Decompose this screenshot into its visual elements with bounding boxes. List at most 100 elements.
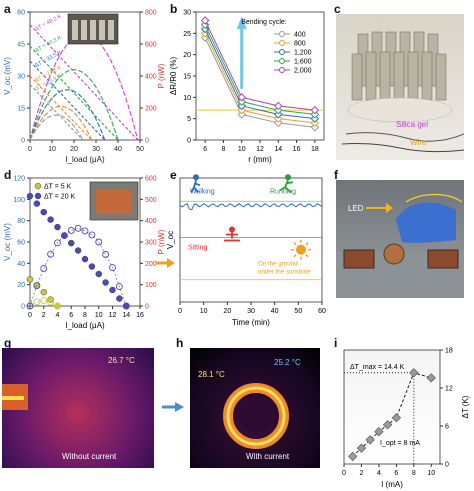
legend-swatch-marker xyxy=(279,58,285,64)
y-left-tick-label: 120 xyxy=(13,176,25,183)
data-point xyxy=(237,93,246,102)
inset-device-leg xyxy=(72,20,78,40)
data-point xyxy=(426,373,436,383)
inset-device-leg xyxy=(108,20,114,40)
y-right-tick-label: 500 xyxy=(145,197,157,204)
y-axis-label: ΔR/R0 (%) xyxy=(169,57,178,96)
x-tick-label: 6 xyxy=(69,312,73,319)
data-point xyxy=(382,420,393,430)
power-line-1 xyxy=(29,228,127,307)
wire-label: Wire xyxy=(410,138,427,147)
panel-label-c: c xyxy=(334,2,341,16)
y-left-axis-label: V_oc (mV) xyxy=(3,57,12,95)
x-tick-label: 0 xyxy=(342,470,346,477)
chart-i: 0 2 4 6 8 10 0 6 12 18 I (mA) ΔT (K) ΔT_max = 14.4 K… xyxy=(342,348,470,490)
y-left-tick-label: 40 xyxy=(17,261,25,268)
x-tick-label: 18 xyxy=(311,146,319,153)
panel-label-a: a xyxy=(4,2,11,16)
y-right-tick-label: 600 xyxy=(145,176,157,183)
x-tick-label: 0 xyxy=(28,312,32,319)
legend-label: 400 xyxy=(294,32,306,39)
thermal-device-h xyxy=(223,383,289,449)
bending-arrow-head xyxy=(236,16,247,30)
power-point xyxy=(74,224,82,232)
y-tick-label: 18 xyxy=(445,348,453,355)
data-point xyxy=(310,110,320,119)
legend-marker xyxy=(34,182,42,190)
x-tick-label: 10 xyxy=(238,146,246,153)
data-point xyxy=(200,24,210,34)
panel-label-i: i xyxy=(334,336,338,350)
y-right-tick-label: 100 xyxy=(145,282,157,289)
data-point xyxy=(310,114,320,123)
power-point xyxy=(47,298,55,306)
y-left-axis-label: V_oc (mV) xyxy=(3,223,12,261)
x-axis-label: r (mm) xyxy=(248,155,272,164)
power-point xyxy=(47,250,55,258)
power-point xyxy=(26,302,34,310)
x-tick-label: 30 xyxy=(92,146,100,153)
data-point xyxy=(310,122,320,132)
voltage-point xyxy=(47,216,54,223)
legend-title: Bending cycle: xyxy=(241,19,287,26)
series-line-0 xyxy=(204,37,315,128)
x-tick-label: 8 xyxy=(412,470,416,477)
x-tick-label: 2 xyxy=(42,312,46,319)
y-right-tick-label: 400 xyxy=(145,74,157,81)
x-axis-label: Time (min) xyxy=(232,318,270,327)
x-tick-label: 4 xyxy=(377,470,381,477)
label-sunshine: On the ground xyxy=(258,261,298,268)
x-tick-label: 50 xyxy=(294,308,302,315)
y-tick-label: 12 xyxy=(445,386,453,393)
y-left-tick-label: 30 xyxy=(17,74,25,81)
y-tick-label: 15 xyxy=(183,74,191,81)
x-tick-label: 60 xyxy=(318,308,326,315)
y-right-tick-label: 400 xyxy=(145,218,157,225)
chart-a: 0 10 20 30 40 500153045600200400600800I_load … xyxy=(3,10,166,165)
y-left-tick-label: 60 xyxy=(17,240,25,247)
y-tick-label: 0 xyxy=(187,138,191,145)
x-tick-label: 2 xyxy=(360,470,364,477)
y-tick-label: 10 xyxy=(183,95,191,102)
x-tick-label: 8 xyxy=(221,146,225,153)
inset-device-leg xyxy=(81,20,87,40)
panel-label-b: b xyxy=(170,2,178,16)
inset-device-leg xyxy=(99,20,105,40)
x-tick-label: 14 xyxy=(122,312,130,319)
x-tick-label: 40 xyxy=(271,308,279,315)
y-right-tick-label: 600 xyxy=(145,42,157,49)
power-line-0 xyxy=(29,300,58,307)
label-running: Running xyxy=(270,188,296,195)
series-label-0: ΔT = 49.2 K xyxy=(34,13,63,32)
data-point xyxy=(374,427,384,437)
running-person-icon xyxy=(285,174,291,181)
temperature-cold-h: 25.2 °C xyxy=(274,358,301,367)
power-point xyxy=(95,238,103,246)
y-left-tick-label: 45 xyxy=(17,42,25,49)
power-line-4 xyxy=(29,114,84,141)
voltage-line-4 xyxy=(29,84,84,141)
legend-swatch-marker xyxy=(279,67,285,73)
series-line-2 xyxy=(204,28,315,120)
data-point xyxy=(409,368,419,378)
right-arrow-blue-icon xyxy=(162,402,184,412)
data-point xyxy=(200,33,210,42)
x-tick-label: 4 xyxy=(56,312,60,319)
x-tick-label: 30 xyxy=(247,308,255,315)
y-left-tick-label: 100 xyxy=(13,197,25,204)
power-point xyxy=(109,264,116,272)
data-point xyxy=(274,101,283,111)
label-sunshine-2: under the sunshine xyxy=(258,269,311,276)
data-point xyxy=(391,413,402,423)
power-point xyxy=(115,283,123,291)
x-tick-label: 6 xyxy=(203,146,207,153)
power-line-1 xyxy=(29,69,119,141)
legend-label: 800 xyxy=(294,41,306,48)
power-line-3 xyxy=(29,105,93,141)
label-walking: Walking xyxy=(190,188,215,195)
photo-f: LED xyxy=(336,180,464,298)
x-axis-label: I (mA) xyxy=(381,480,403,489)
chart-b: 6 8 10 12 14 16 18 0 5 10 15 20 25 30 r (mm) ΔR/R0 (%) B… xyxy=(169,10,325,164)
data-point xyxy=(200,16,210,25)
panel-label-f: f xyxy=(334,168,338,182)
